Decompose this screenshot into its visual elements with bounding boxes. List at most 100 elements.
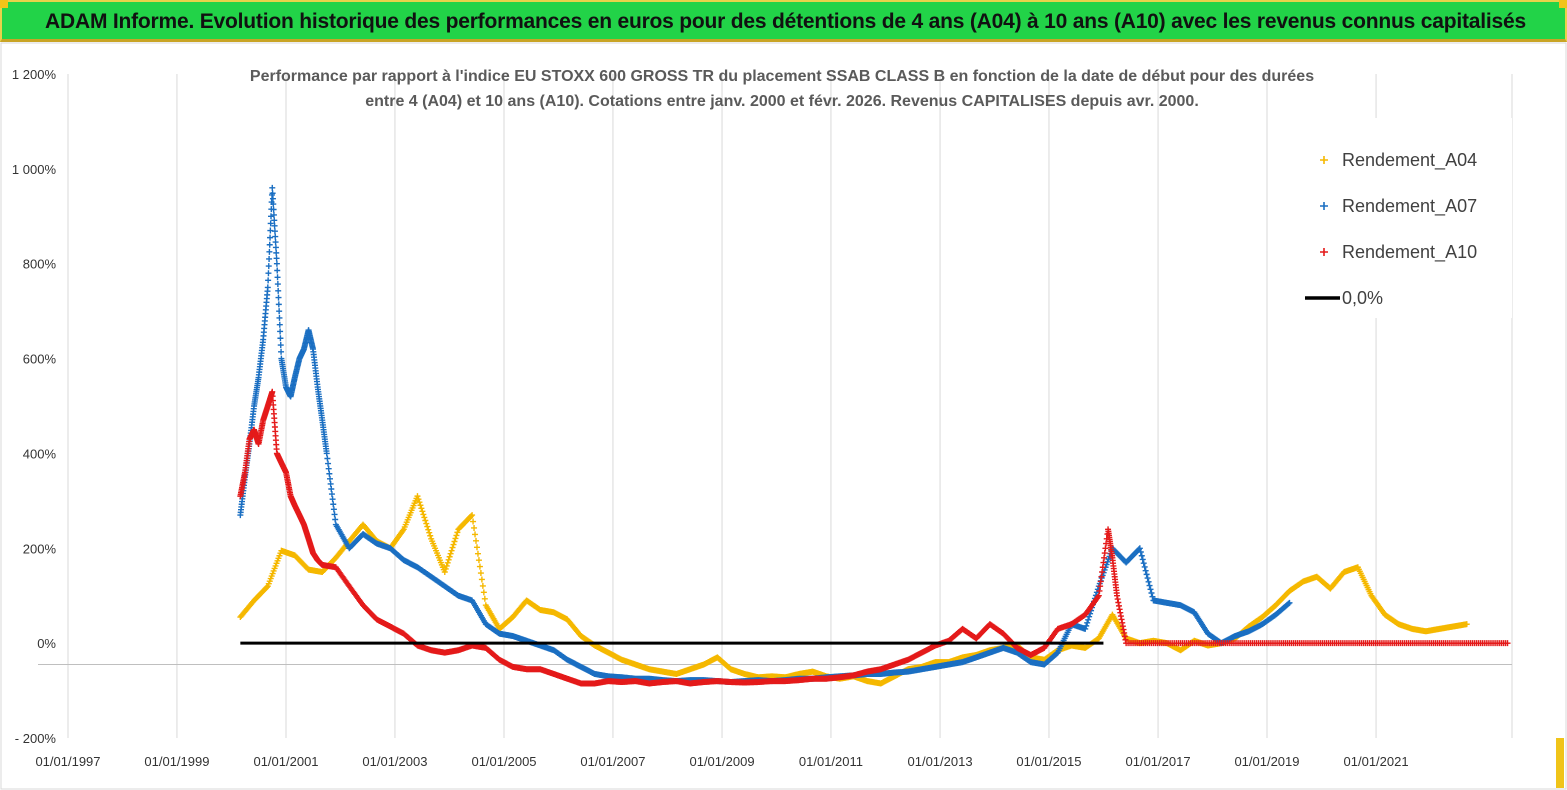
data-point	[328, 491, 335, 498]
data-point	[1105, 556, 1112, 563]
data-point	[275, 294, 282, 301]
data-point	[274, 267, 281, 274]
data-point	[468, 513, 475, 520]
header-banner: ADAM Informe. Evolution historique des p…	[0, 0, 1567, 42]
data-point	[449, 544, 456, 551]
data-point	[469, 512, 476, 519]
data-point	[1286, 599, 1293, 606]
data-point	[271, 228, 278, 235]
data-point	[444, 559, 451, 566]
data-point	[324, 455, 331, 462]
data-point	[325, 465, 332, 472]
legend-label: 0,0%	[1342, 288, 1383, 308]
data-point	[474, 550, 481, 557]
data-point	[416, 499, 423, 506]
data-point	[472, 531, 479, 538]
data-point	[448, 547, 455, 554]
x-tick-label: 01/01/2017	[1126, 754, 1191, 769]
chart-title-line2: entre 4 (A04) et 10 ans (A10). Cotations…	[365, 93, 1199, 110]
data-point	[267, 234, 274, 241]
data-point	[272, 244, 279, 251]
data-point	[327, 480, 334, 487]
data-point	[1463, 621, 1470, 628]
y-tick-label: - 200%	[15, 731, 57, 746]
data-point	[265, 263, 272, 270]
data-point	[271, 217, 278, 224]
x-tick-label: 01/01/2013	[908, 754, 973, 769]
legend-plus-icon	[1320, 156, 1328, 164]
data-point	[445, 556, 452, 563]
data-point	[270, 206, 277, 213]
data-point	[414, 493, 421, 500]
y-axis: - 200% 0% 200% 400% 600% 800% 1 000% 1 200%	[12, 67, 57, 746]
y-tick-label: 600%	[23, 352, 57, 367]
data-point	[473, 544, 480, 551]
legend-plus-icon	[1320, 248, 1328, 256]
data-point	[278, 348, 285, 355]
data-point	[328, 486, 335, 492]
legend-label: Rendement_A10	[1342, 242, 1477, 263]
data-point	[272, 233, 279, 240]
data-point	[443, 562, 450, 569]
data-point	[267, 220, 274, 227]
x-tick-label: 01/01/2011	[799, 754, 863, 769]
data-point	[1136, 545, 1143, 552]
data-point	[1083, 622, 1090, 629]
x-tick-label: 01/01/2019	[1234, 754, 1299, 769]
data-point	[427, 532, 434, 539]
x-tick-label: 01/01/1999	[144, 754, 209, 769]
data-point	[442, 565, 449, 572]
data-point	[331, 511, 338, 518]
data-point	[266, 241, 273, 248]
x-tick-label: 01/01/2005	[471, 754, 536, 769]
data-point	[277, 335, 284, 342]
data-point	[1086, 613, 1093, 620]
data-point	[423, 520, 430, 527]
page-title: ADAM Informe. Evolution historique des p…	[45, 10, 1526, 33]
data-point	[1138, 552, 1145, 559]
data-point	[1103, 561, 1110, 568]
data-point	[1149, 593, 1156, 600]
data-point	[1285, 600, 1292, 607]
data-point	[475, 557, 482, 564]
data-point	[263, 584, 270, 591]
data-point	[269, 195, 276, 202]
data-point	[330, 506, 337, 513]
y-tick-label: 200%	[23, 541, 57, 556]
data-point	[1146, 582, 1153, 589]
data-point	[1139, 556, 1146, 563]
y-tick-label: 1 000%	[12, 162, 57, 177]
data-point	[272, 239, 279, 246]
data-point	[275, 287, 282, 294]
plot-area	[237, 184, 1511, 687]
data-point	[1141, 563, 1148, 570]
x-tick-label: 01/01/2021	[1344, 754, 1409, 769]
data-point	[417, 502, 424, 509]
data-point	[276, 308, 283, 315]
data-point	[425, 526, 432, 533]
data-point	[1504, 640, 1511, 647]
series-Rendement_A10	[237, 388, 1511, 687]
data-point	[421, 514, 428, 521]
y-tick-label: 800%	[23, 257, 57, 272]
data-point	[481, 595, 488, 602]
data-point	[276, 314, 283, 321]
x-axis: 01/01/1997 01/01/1999 01/01/2001 01/01/2003…	[35, 663, 1512, 769]
data-point	[266, 248, 273, 255]
data-point	[264, 284, 271, 291]
data-point	[271, 222, 278, 229]
data-point	[418, 505, 425, 512]
legend-box	[1282, 118, 1512, 318]
data-point	[326, 475, 333, 482]
legend-label: Rendement_A07	[1342, 196, 1477, 217]
data-point	[453, 532, 460, 539]
data-point	[1148, 590, 1155, 597]
data-point	[1085, 616, 1092, 623]
data-point	[1147, 586, 1154, 593]
data-point	[265, 270, 272, 277]
legend-plus-icon	[1320, 202, 1328, 210]
data-point	[1143, 571, 1150, 578]
corner-marker	[1556, 738, 1564, 788]
data-point	[441, 569, 448, 575]
data-point	[325, 460, 332, 467]
